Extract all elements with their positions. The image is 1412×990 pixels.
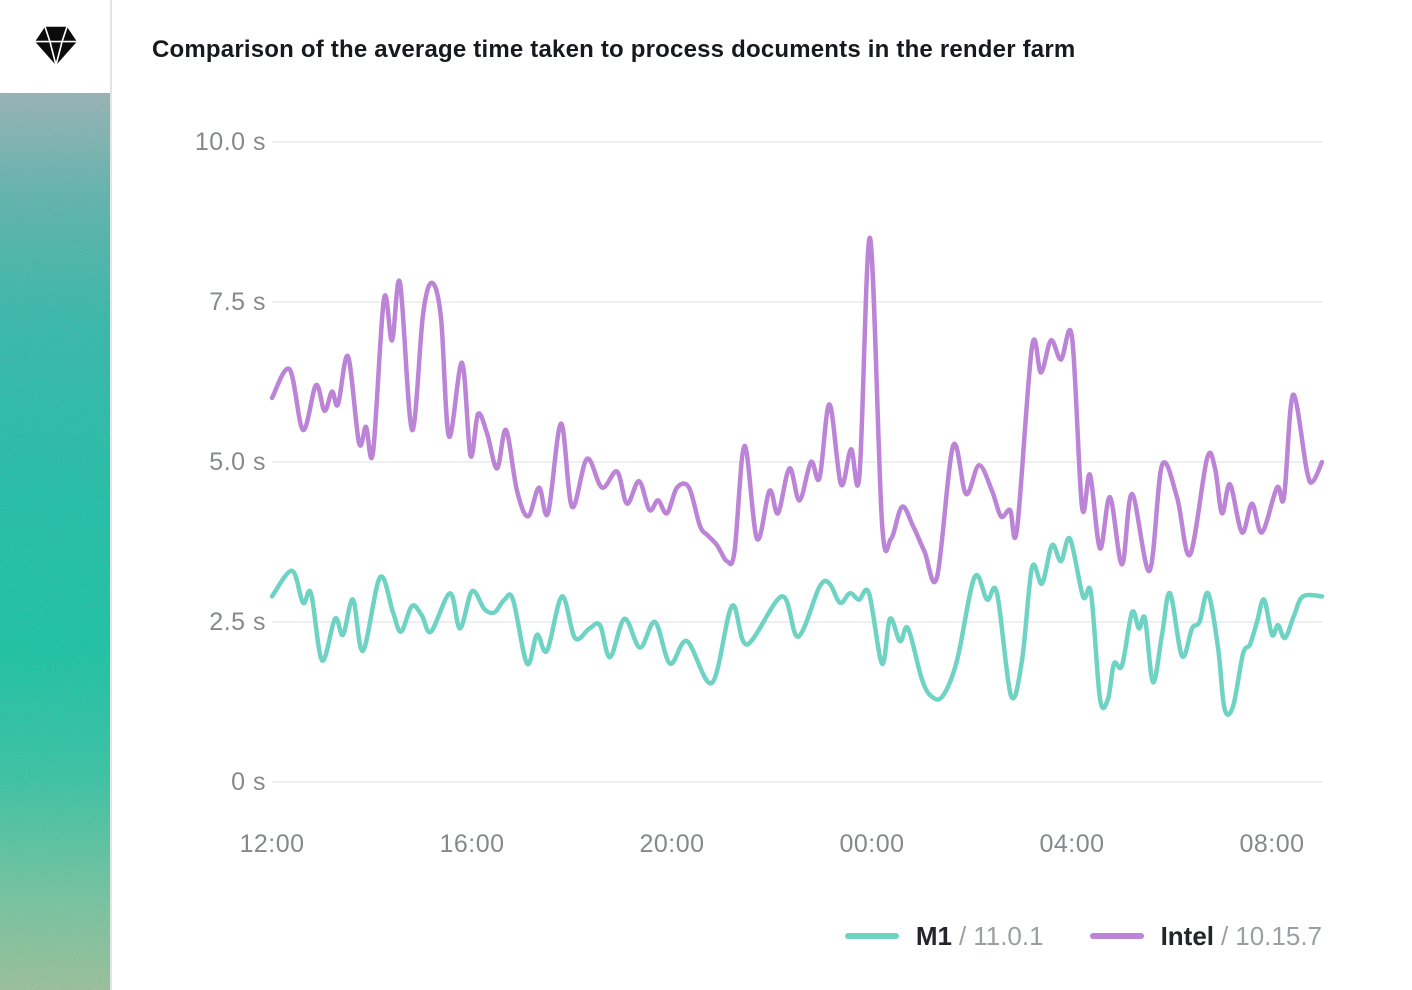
sidebar [0,0,110,990]
y-tick-label: 10.0 s [194,128,266,156]
x-tick-label: 04:00 [1039,830,1105,858]
m1-series-swatch [844,933,899,939]
intel-series-swatch [1089,933,1144,939]
y-tick-label: 5.0 s [209,448,266,476]
logo-band [0,0,110,93]
chart-legend: M1 / 11.0.1 Intel / 10.15.7 [0,918,1322,954]
x-tick-label: 08:00 [1239,830,1305,858]
y-tick-label: 2.5 s [209,608,266,636]
legend-label-intel: Intel [1160,920,1215,951]
y-tick-label: 7.5 s [209,288,266,316]
series-line-intel [269,235,1325,585]
legend-item-m1[interactable]: M1 / 11.0.1 [844,920,1044,952]
x-tick-label: 16:00 [439,830,505,858]
page-title: Comparison of the average time taken to … [152,36,1076,63]
x-tick-label: 20:00 [639,830,705,858]
legend-separator: / [1221,920,1229,951]
legend-label-m1: M1 [915,920,952,951]
legend-separator: / [958,920,967,951]
chart-panel: Comparison of the average time taken to … [112,0,1412,990]
y-tick-label: 0 s [231,768,266,796]
sketch-diamond-icon[interactable] [34,25,78,67]
x-tick-label: 12:00 [239,830,305,858]
sidebar-gradient [0,93,110,990]
series-line-m1 [269,535,1325,717]
x-tick-label: 00:00 [839,830,905,858]
legend-version-m1: 11.0.1 [973,920,1044,951]
legend-item-intel[interactable]: Intel / 10.15.7 [1089,920,1322,952]
legend-version-intel: 10.15.7 [1235,920,1322,951]
sidebar-divider [110,0,112,990]
